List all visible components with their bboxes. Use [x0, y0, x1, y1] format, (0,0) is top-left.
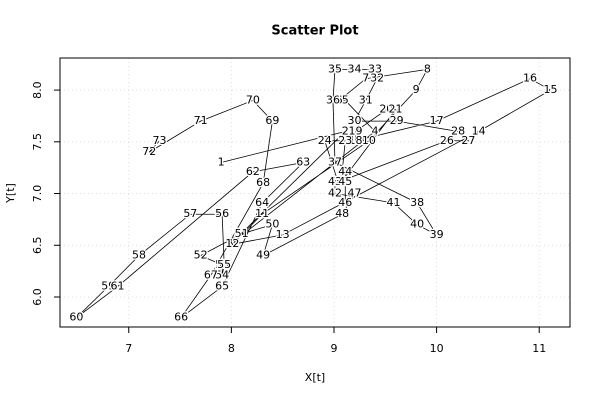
point-label: 35	[328, 62, 342, 75]
y-tick-label: 6.0	[31, 288, 44, 306]
point-label: 67	[204, 268, 218, 281]
point-label: 26	[440, 134, 454, 147]
point-label: 72	[142, 145, 156, 158]
point-label: 4	[372, 124, 379, 137]
point-label: 50	[265, 218, 279, 231]
point-label: 29	[390, 114, 404, 127]
point-label: 71	[194, 114, 208, 127]
point-label: 58	[132, 249, 146, 262]
point-label: 34	[348, 62, 362, 75]
point-label: 65	[215, 280, 229, 293]
point-label: 59	[101, 280, 115, 293]
point-label: 56	[215, 207, 229, 220]
point-label: 40	[410, 218, 424, 231]
point-label: 41	[387, 196, 401, 209]
point-label: 36	[326, 93, 340, 106]
point-label: 8	[424, 62, 431, 75]
x-tick-label: 11	[532, 342, 546, 355]
point-label: 44	[338, 165, 352, 178]
point-label: 5	[342, 93, 349, 106]
point-label: 42	[328, 187, 342, 200]
point-label: 60	[69, 311, 83, 324]
point-label: 70	[246, 93, 260, 106]
point-label: 20	[379, 103, 393, 116]
point-label: 15	[544, 83, 558, 96]
point-label: 32	[370, 72, 384, 85]
plot-frame	[59, 57, 571, 328]
point-label: 27	[461, 134, 475, 147]
y-tick-label: 7.5	[31, 133, 44, 151]
point-label: 6	[336, 93, 343, 106]
y-tick-label: 8.0	[31, 81, 44, 99]
point-label: 62	[246, 165, 260, 178]
point-label: 24	[318, 134, 332, 147]
point-label: 22	[334, 175, 348, 188]
point-label: 38	[410, 196, 424, 209]
point-label: 28	[451, 124, 465, 137]
point-label: 69	[265, 114, 279, 127]
point-label: 57	[183, 207, 197, 220]
point-label: 52	[194, 249, 208, 262]
point-label: 45	[338, 175, 352, 188]
point-label: 2	[342, 124, 349, 137]
point-label: 11	[255, 207, 269, 220]
point-label: 63	[296, 155, 310, 168]
point-label: 16	[523, 72, 537, 85]
point-label: 25	[331, 175, 345, 188]
point-label: 46	[338, 196, 352, 209]
point-label: 21	[389, 103, 403, 116]
point-label: 10	[362, 134, 376, 147]
y-tick-label: 6.5	[31, 237, 44, 255]
connecting-line	[76, 68, 552, 319]
point-label: 3	[227, 237, 234, 250]
point-label: 47	[348, 187, 362, 200]
point-label: 12	[225, 237, 239, 250]
point-label: 51	[235, 227, 249, 240]
point-label: 64	[255, 196, 269, 209]
point-label: 23	[338, 134, 352, 147]
point-label: 9	[413, 83, 420, 96]
x-tick-label: 8	[228, 342, 235, 355]
point-label: 33	[368, 62, 382, 75]
point-label: 43	[328, 175, 342, 188]
point-label: 18	[349, 134, 363, 147]
point-label: 53	[215, 258, 229, 271]
point-label: 73	[153, 134, 167, 147]
y-tick-label: 7.0	[31, 185, 44, 203]
point-label: 30	[348, 114, 362, 127]
y-axis-label: Y[t]	[4, 183, 17, 204]
x-tick-label: 7	[125, 342, 132, 355]
point-label: 7	[362, 72, 369, 85]
point-label: 39	[430, 228, 444, 241]
point-label: 48	[335, 207, 349, 220]
x-axis-label: X[t]	[305, 371, 325, 384]
point-label: 13	[276, 228, 290, 241]
point-label: 66	[174, 311, 188, 324]
point-label: 55	[217, 258, 231, 271]
x-tick-label: 10	[430, 342, 444, 355]
x-tick-label: 9	[330, 342, 337, 355]
point-label: 31	[359, 93, 373, 106]
point-label: 1	[218, 155, 225, 168]
point-label: 54	[215, 268, 229, 281]
point-label: 17	[430, 114, 444, 127]
point-label: 19	[349, 124, 363, 137]
point-label: 14	[472, 124, 486, 137]
point-label: 68	[256, 176, 270, 189]
chart-title: Scatter Plot	[271, 24, 358, 39]
point-label: 37	[328, 155, 342, 168]
point-label: 49	[256, 249, 270, 262]
point-label: 61	[110, 280, 124, 293]
